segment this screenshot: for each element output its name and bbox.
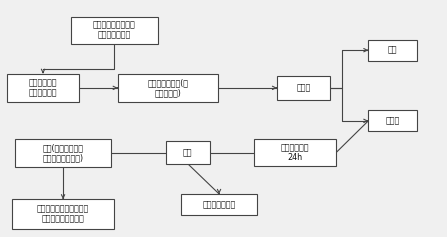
- FancyBboxPatch shape: [368, 40, 417, 61]
- FancyBboxPatch shape: [15, 139, 111, 167]
- FancyBboxPatch shape: [181, 194, 257, 215]
- FancyBboxPatch shape: [118, 74, 218, 102]
- Text: 滤渣: 滤渣: [388, 46, 397, 55]
- Text: 带有余热的甲硝唑工业废
渣（下一浸出单元）: 带有余热的甲硝唑工业废 渣（下一浸出单元）: [37, 204, 89, 224]
- FancyBboxPatch shape: [368, 110, 417, 132]
- Text: 热过滤: 热过滤: [297, 83, 311, 92]
- FancyBboxPatch shape: [71, 17, 158, 44]
- Text: 室温下饱和的甲硝唑
酰胺类溶剂溶液: 室温下饱和的甲硝唑 酰胺类溶剂溶液: [93, 20, 136, 40]
- Text: 甲硝唑固态产品: 甲硝唑固态产品: [202, 200, 236, 209]
- FancyBboxPatch shape: [253, 139, 336, 166]
- FancyBboxPatch shape: [8, 74, 79, 102]
- FancyBboxPatch shape: [277, 76, 330, 100]
- Text: 热浸出一段时间(缓
慢机械搅拌): 热浸出一段时间(缓 慢机械搅拌): [148, 78, 188, 98]
- Text: 滤液(室温下饱和的
甲硝唑酰胺类溶剂): 滤液(室温下饱和的 甲硝唑酰胺类溶剂): [42, 143, 84, 162]
- FancyBboxPatch shape: [12, 199, 114, 229]
- Text: 带有余热的甲
硝唑工业废渣: 带有余热的甲 硝唑工业废渣: [29, 78, 57, 98]
- Text: 浸出液: 浸出液: [386, 116, 400, 125]
- Text: 过滤: 过滤: [183, 148, 193, 157]
- Text: 室温下重结晶
24h: 室温下重结晶 24h: [281, 143, 309, 162]
- FancyBboxPatch shape: [165, 141, 210, 164]
